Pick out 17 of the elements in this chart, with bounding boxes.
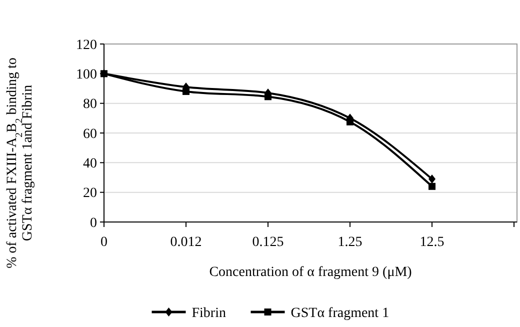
x-tick-label: 0.125 bbox=[252, 235, 284, 250]
x-tick-label: 1.25 bbox=[338, 235, 362, 250]
x-tick-label: 0 bbox=[100, 235, 108, 250]
x-tick-label: 0.012 bbox=[170, 235, 202, 250]
y-tick-label: 0 bbox=[90, 216, 97, 231]
y-tick-label: 40 bbox=[83, 156, 97, 172]
y-tick-label: 120 bbox=[76, 38, 97, 53]
point bbox=[428, 174, 436, 184]
point bbox=[428, 182, 436, 190]
legend-label: Fibrin bbox=[192, 306, 226, 321]
y-tick-label: 80 bbox=[83, 97, 97, 112]
y-tick-label: 20 bbox=[83, 186, 97, 202]
y-tick-label: 100 bbox=[76, 68, 97, 83]
legend-label: GSTα fragment 1 bbox=[290, 306, 390, 321]
x-tick-label: 12.5 bbox=[420, 235, 444, 250]
x-axis-title: Concentration of α fragment 9 (μM) bbox=[209, 265, 412, 280]
y-tick-label: 60 bbox=[83, 126, 97, 142]
